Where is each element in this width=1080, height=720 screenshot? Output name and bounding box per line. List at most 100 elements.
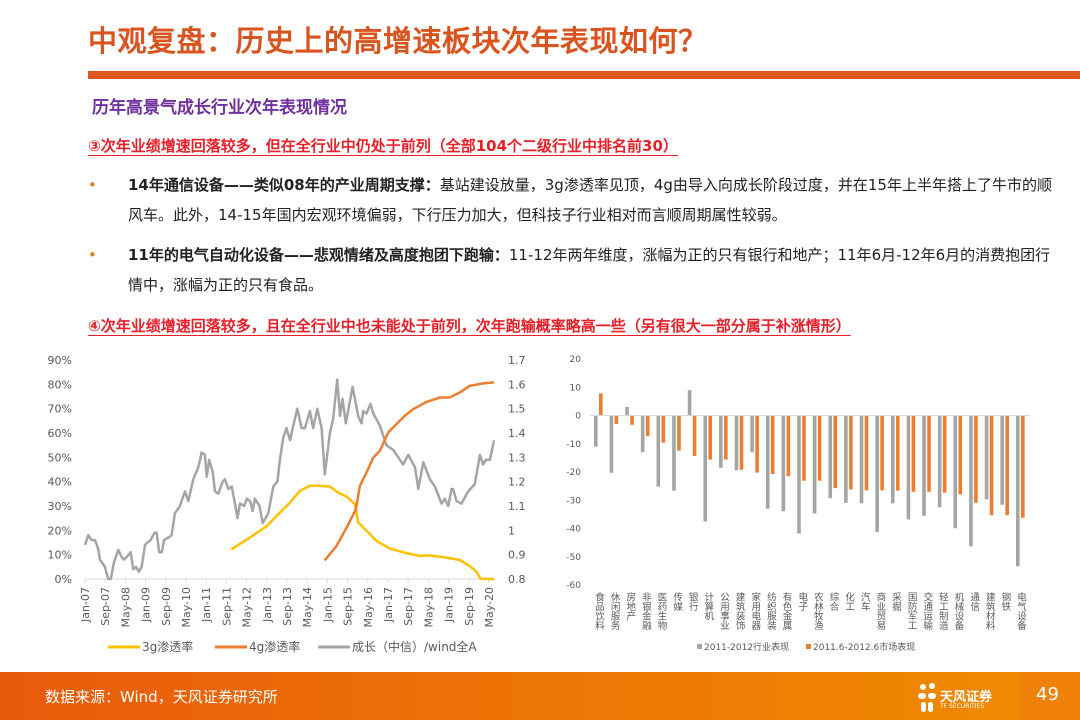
bar-industry [719, 415, 723, 468]
bar-industry [625, 407, 629, 416]
x-tick-label: May-18 [422, 587, 435, 628]
x-tick-label: Jan-15 [321, 587, 334, 623]
bar-market [1021, 415, 1025, 518]
x-tick-label: Sep-07 [99, 587, 112, 626]
bar-industry [953, 415, 958, 529]
bullet-bold: 11年的电气自动化设备——悲观情绪及高度抱团下跑输： [128, 246, 509, 264]
y-left-tick-label: 0% [55, 573, 72, 586]
x-tick-label: May-20 [483, 587, 496, 628]
category-label: 家用电器 [749, 591, 761, 630]
y-right-tick-label: 1.7 [508, 354, 526, 367]
category-label: 采掘 [890, 592, 902, 612]
bar-market [895, 415, 900, 491]
y-tick-label: 10 [570, 383, 582, 393]
bar-industry [797, 415, 801, 534]
category-label: 食品饮料 [593, 591, 605, 631]
bar-industry [844, 415, 848, 503]
y-tick-label: -10 [566, 440, 581, 450]
y-tick-label: -40 [566, 525, 581, 535]
bullet-dot-icon: • [88, 176, 97, 194]
legend-label-0: 3g渗透率 [142, 639, 193, 654]
y-left-tick-label: 90% [48, 354, 72, 367]
data-source: 数据来源：Wind，天风证券研究所 [45, 688, 278, 706]
y-right-tick-label: 1.4 [508, 427, 526, 440]
bullet-item: • 14年通信设备——类似08年的产业周期支撑：基站建设放量，3g渗透率见顶，4… [88, 170, 1060, 230]
bar-industry [750, 415, 754, 453]
x-tick-label: Sep-11 [220, 587, 233, 626]
y-tick-label: -30 [566, 496, 581, 506]
bar-market [677, 415, 681, 451]
bar-industry [656, 415, 661, 487]
bullet-bold: 14年通信设备——类似08年的产业周期支撑： [128, 176, 440, 194]
bar-market [911, 415, 916, 492]
bar-market [708, 415, 713, 460]
category-label: 电子 [796, 591, 808, 611]
bar-industry [922, 415, 926, 516]
bullet-text: 11年的电气自动化设备——悲观情绪及高度抱团下跑输：11-12年两年维度，涨幅为… [128, 240, 1060, 300]
page-title: 中观复盘：历史上的高增速板块次年表现如何？ [88, 24, 708, 58]
category-label: 计算机 [702, 591, 714, 621]
y-right-tick-label: 1.2 [508, 476, 526, 489]
category-label: 农林牧渔 [812, 591, 824, 630]
x-tick-label: May-10 [180, 587, 193, 628]
section-subtitle: 历年高景气成长行业次年表现情况 [92, 98, 347, 118]
tf-securities-logo-icon [918, 683, 936, 712]
bar-market [942, 415, 947, 493]
bar-industry [937, 415, 942, 508]
logo-text: 天风证券 [940, 690, 993, 705]
category-label: 银行 [687, 591, 699, 612]
x-tick-label: Jan-19 [443, 587, 456, 623]
bullet-dot-icon: • [88, 246, 97, 264]
y-right-tick-label: 1.6 [508, 378, 526, 391]
category-label: 轻工制造 [937, 591, 949, 631]
category-label: 商业贸易 [874, 591, 886, 631]
bar-market [614, 415, 619, 424]
category-label: 休闲服务 [609, 591, 621, 631]
y-right-tick-label: 0.9 [508, 549, 526, 562]
bar-market [927, 415, 931, 492]
bar-market [958, 415, 963, 495]
footer-bar [0, 672, 1080, 720]
y-left-tick-label: 30% [48, 500, 72, 513]
bar-industry [875, 415, 879, 533]
bar-industry [734, 415, 739, 471]
title-divider [88, 71, 1080, 79]
category-label: 非银金融 [640, 591, 652, 631]
bar-industry [906, 415, 911, 520]
y-right-tick-label: 0.8 [508, 573, 526, 586]
bar-industry [859, 415, 864, 504]
y-left-tick-label: 50% [48, 451, 72, 464]
bullet-body: 11-12年两年维度，涨幅为正的只有银行和地产；11年6月-12年6月的消费抱团… [128, 246, 1051, 294]
bar-market [739, 415, 744, 470]
x-tick-label: Sep-09 [160, 587, 173, 626]
category-label: 化工 [843, 591, 855, 611]
series-line-2 [83, 378, 496, 581]
category-label: 建筑材料 [984, 591, 996, 631]
bar-industry [687, 390, 692, 416]
bar-industry [984, 415, 989, 500]
category-label: 医药生物 [656, 592, 668, 631]
legend-swatch-0 [697, 644, 702, 649]
legend-label-1: 2011.6-2012.6市场表现 [813, 641, 915, 653]
bar-market [833, 415, 838, 489]
category-label: 通信 [968, 592, 980, 612]
category-label: 钢铁 [999, 591, 1011, 612]
category-label: 有色金属 [781, 591, 793, 631]
legend-label-1: 4g渗透率 [249, 639, 300, 654]
legend-swatch-1 [806, 644, 811, 649]
bar-market [974, 415, 978, 503]
point-4-heading: ④次年业绩增速回落较多，且在全行业中也未能处于前列，次年跑输概率略高一些（另有很… [88, 317, 851, 335]
x-tick-label: May-12 [241, 587, 254, 628]
bar-industry [1000, 415, 1004, 505]
bar-industry [812, 415, 817, 514]
y-left-tick-label: 60% [48, 427, 72, 440]
bar-industry [781, 415, 786, 512]
y-tick-label: -20 [566, 468, 581, 478]
y-left-tick-label: 80% [48, 378, 72, 391]
bar-market [724, 415, 728, 460]
bar-market [849, 415, 853, 490]
bar-market [989, 415, 994, 516]
legend-label-2: 成长（中信）/wind全A [352, 639, 477, 654]
bar-market [786, 415, 791, 477]
logo-subtext: TF SECURITIES [940, 703, 985, 710]
